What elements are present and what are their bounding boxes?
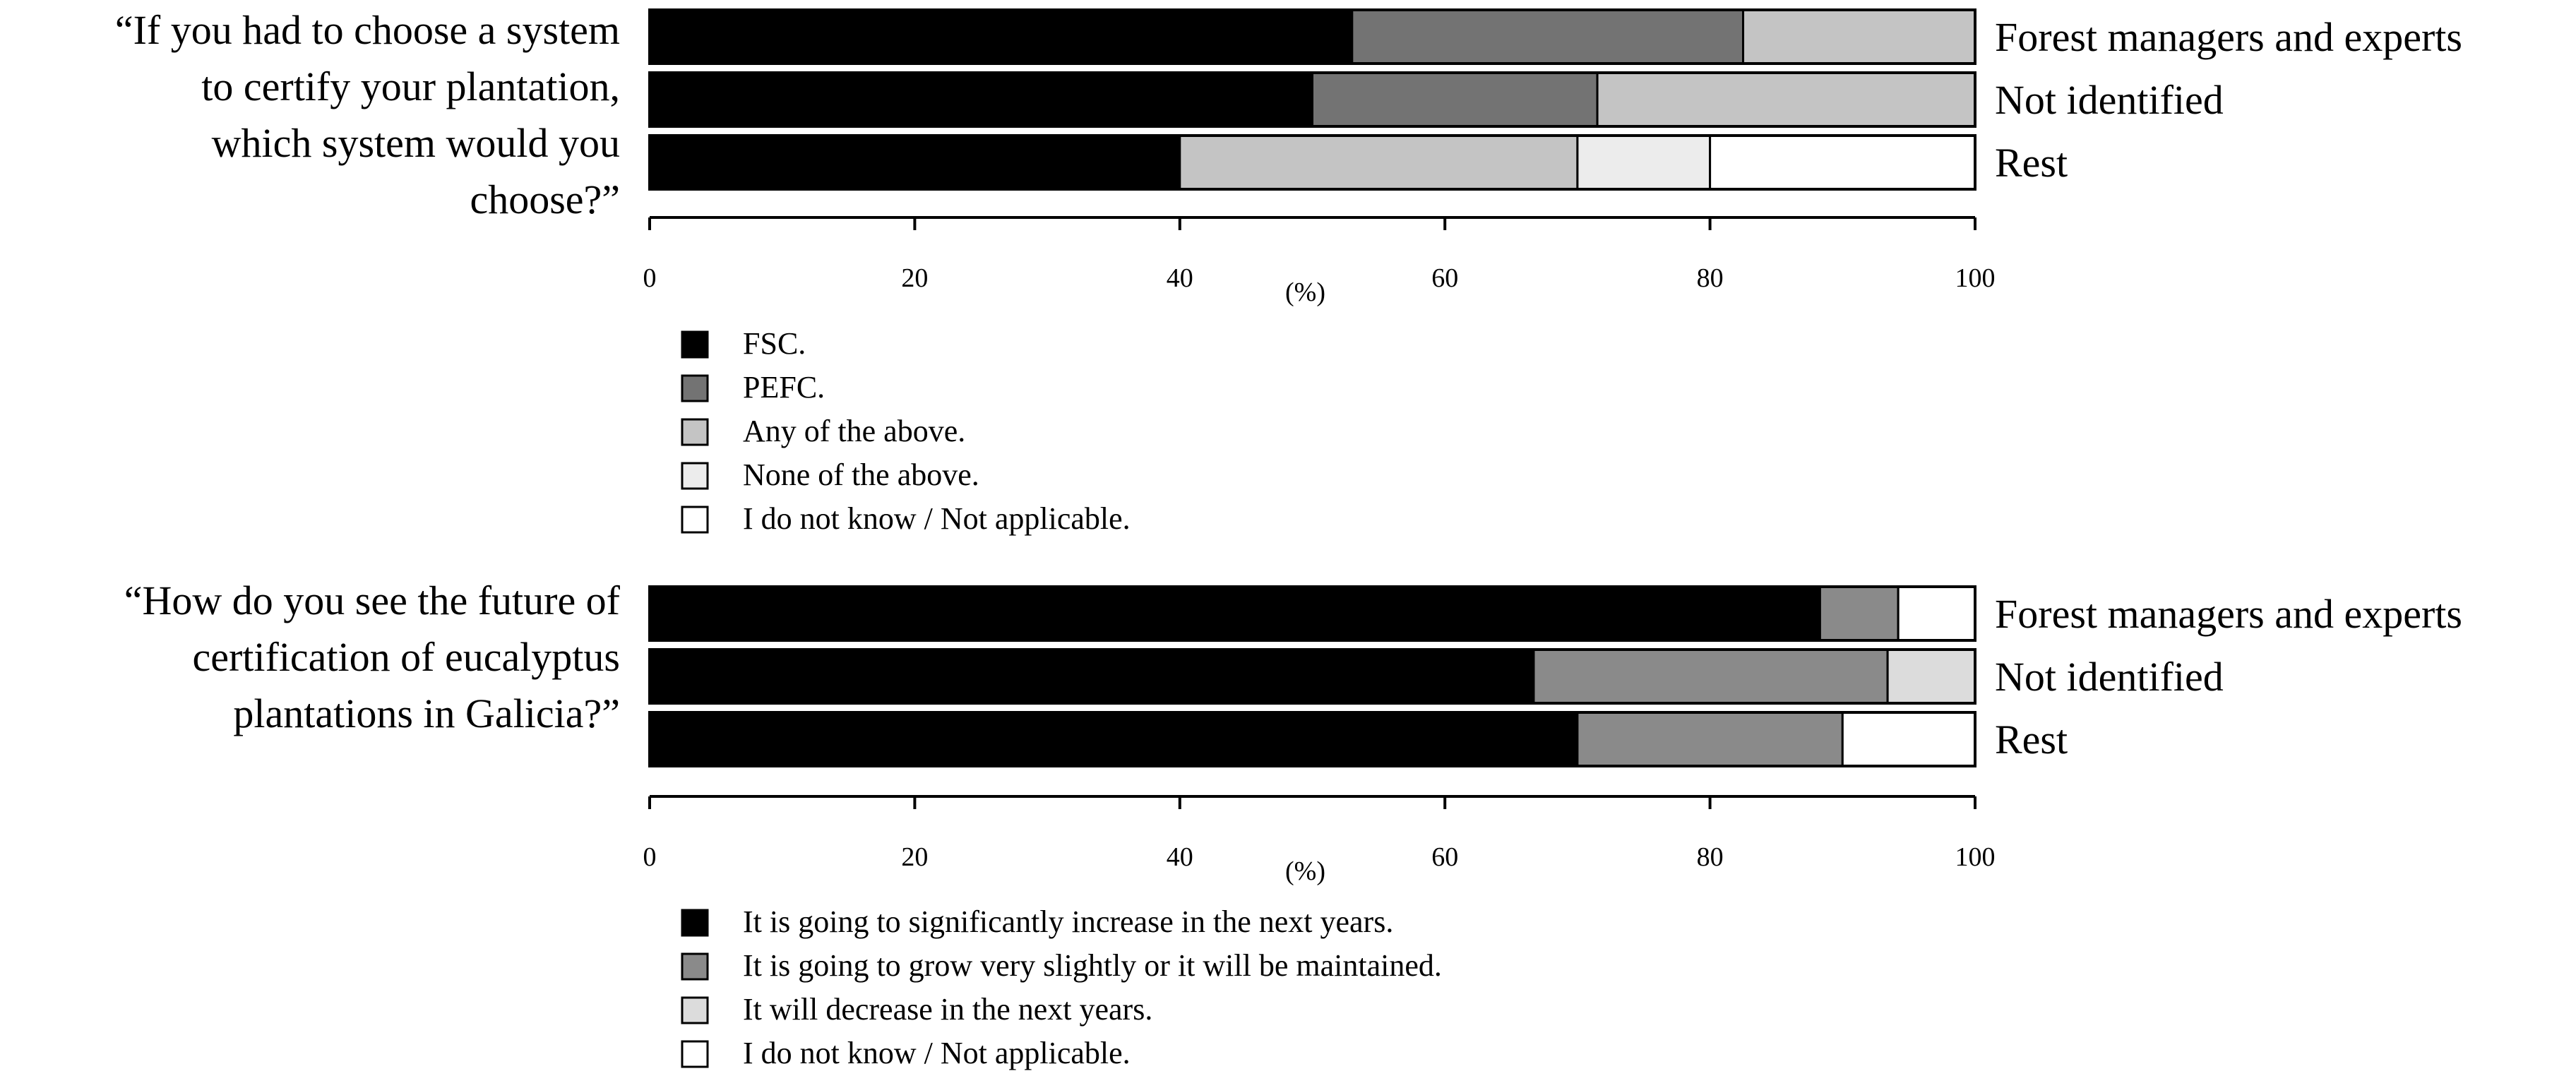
question-line: to certify your plantation, (201, 64, 620, 109)
bar-segment (648, 585, 1821, 642)
x-tick-label: 60 (1431, 263, 1458, 293)
bar-segment (1576, 711, 1844, 767)
x-tick-label: 100 (1955, 263, 1996, 293)
category-label: Rest (1995, 717, 2068, 763)
question-line: plantations in Galicia?” (233, 691, 620, 736)
bar-segment (648, 134, 1181, 191)
x-tick-label: 0 (643, 842, 657, 872)
legend-swatch (681, 1040, 709, 1068)
legend-swatch (681, 418, 709, 446)
bar-segment (1576, 134, 1712, 191)
x-tick-label: 20 (901, 263, 928, 293)
legend-label: None of the above. (743, 458, 979, 492)
bar-segment (648, 711, 1579, 767)
x-tick-label: 80 (1697, 263, 1724, 293)
x-tick-label: 40 (1167, 263, 1193, 293)
bar-segment (1818, 585, 1900, 642)
bar-segment (1742, 8, 1976, 65)
question-line: “If you had to choose a system (115, 7, 620, 53)
category-label: Rest (1995, 140, 2068, 186)
bar-segment (1709, 134, 1976, 191)
question-line: “How do you see the future of (124, 578, 621, 623)
category-label: Forest managers and experts (1995, 591, 2462, 637)
bar-segment (648, 71, 1313, 128)
bar-segment (1841, 711, 1976, 767)
bar-outline (648, 71, 1976, 128)
legend-swatch (681, 996, 709, 1024)
legend-label: It is going to grow very slightly or it … (743, 948, 1442, 983)
x-axis-unit: (%) (1285, 277, 1325, 307)
bar-outline (648, 134, 1976, 191)
legend-label: It is going to significantly increase in… (743, 904, 1393, 939)
chart-2: “How do you see the future of certificati… (124, 578, 2462, 1070)
bar-outline (648, 711, 1976, 767)
bar-segment (1596, 71, 1976, 128)
bar-segment (648, 648, 1535, 705)
chart-1: “If you had to choose a system to certify… (115, 7, 2462, 536)
x-tick-label: 100 (1955, 842, 1996, 872)
bar-segment (1886, 648, 1976, 705)
legend-label: I do not know / Not applicable. (743, 501, 1131, 536)
legend-swatch (681, 330, 709, 359)
category-label: Not identified (1995, 77, 2224, 123)
bar-segment (1179, 134, 1579, 191)
legend-label: Any of the above. (743, 414, 965, 448)
bar-segment (1532, 648, 1889, 705)
bar-segment (1351, 8, 1745, 65)
legend-label: I do not know / Not applicable. (743, 1036, 1131, 1070)
bar-segment (648, 8, 1354, 65)
legend-swatch (681, 909, 709, 937)
legend-swatch (681, 952, 709, 981)
bar-segment (1311, 71, 1599, 128)
x-tick-label: 40 (1167, 842, 1193, 872)
legend-label: PEFC. (743, 370, 825, 405)
legend-swatch (681, 506, 709, 534)
category-label: Forest managers and experts (1995, 14, 2462, 60)
x-tick-label: 0 (643, 263, 657, 293)
bar-segment (1897, 585, 1976, 642)
legend-label: FSC. (743, 326, 806, 361)
question-line: choose?” (470, 177, 620, 222)
question-line: certification of eucalyptus (192, 634, 620, 680)
legend-swatch (681, 374, 709, 402)
bar-outline (648, 648, 1976, 705)
x-tick-label: 20 (901, 842, 928, 872)
x-tick-label: 60 (1431, 842, 1458, 872)
x-axis-unit: (%) (1285, 856, 1325, 886)
question-line: which system would you (212, 120, 620, 166)
x-tick-label: 80 (1697, 842, 1724, 872)
bar-outline (648, 585, 1976, 642)
bar-outline (648, 8, 1976, 65)
legend-label: It will decrease in the next years. (743, 992, 1152, 1027)
legend-swatch (681, 462, 709, 490)
category-label: Not identified (1995, 654, 2224, 700)
